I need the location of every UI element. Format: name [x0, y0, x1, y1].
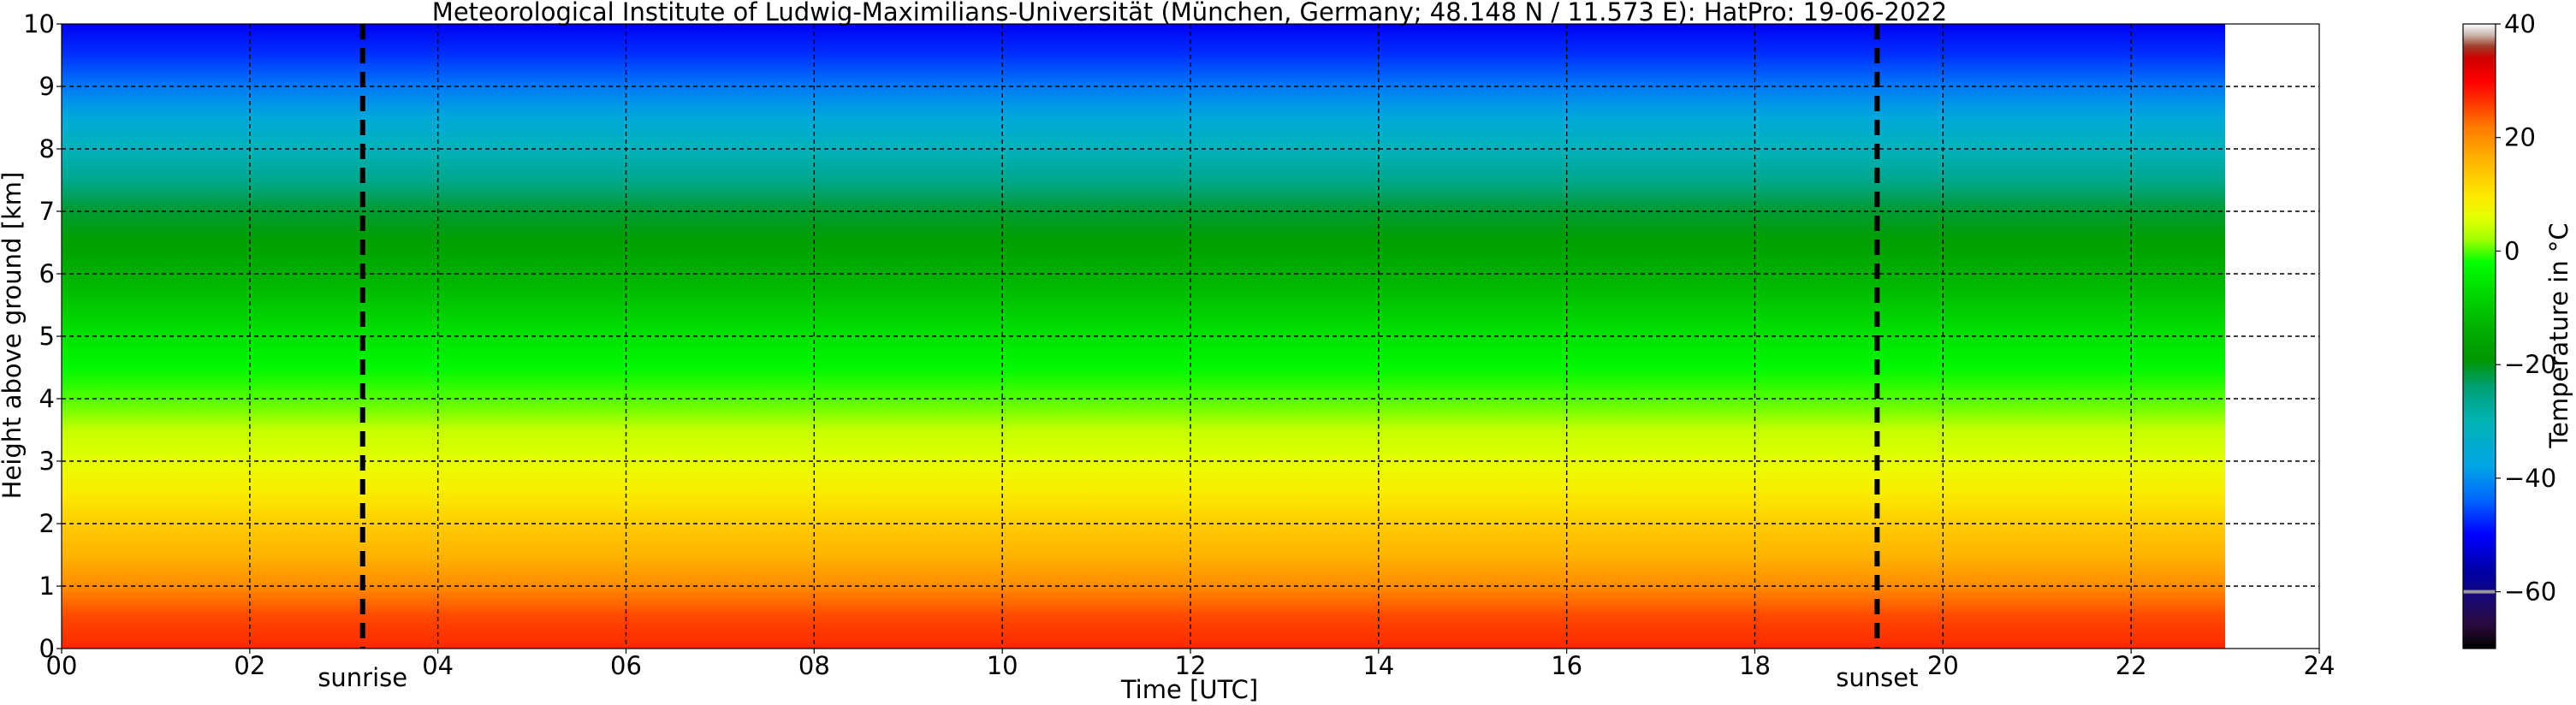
- x-tick-label: 18: [1739, 651, 1771, 680]
- colorbar-label: Temperature in °C: [2544, 222, 2573, 448]
- colorbar-gradient-bar: [2463, 24, 2496, 649]
- colorbar-tick-label: −60: [2504, 578, 2556, 607]
- x-tick-label: 02: [234, 651, 265, 680]
- y-tick-label: 4: [39, 384, 55, 413]
- y-tick-label: 6: [39, 259, 55, 288]
- x-tick-label: 10: [987, 651, 1018, 680]
- x-tick-label: 20: [1927, 651, 1959, 680]
- x-tick-label: 04: [422, 651, 454, 680]
- y-tick-label: 10: [23, 9, 55, 39]
- x-tick-label: 06: [610, 651, 642, 680]
- colorbar-tick-label: −20: [2504, 350, 2556, 379]
- y-tick-label: 9: [39, 72, 55, 101]
- x-tick-label: 22: [2116, 651, 2147, 680]
- y-tick-label: 7: [39, 197, 55, 226]
- x-axis-label: Time [UTC]: [1120, 675, 1258, 704]
- y-tick-label: 2: [39, 509, 55, 538]
- x-tick-label: 00: [46, 651, 78, 680]
- y-tick-label: 8: [39, 134, 55, 163]
- colorbar-tick-label: 0: [2504, 236, 2520, 265]
- x-tick-label: 08: [798, 651, 830, 680]
- colorbar-tick-label: −40: [2504, 464, 2556, 493]
- colorbar-tick-label: 40: [2504, 9, 2536, 39]
- y-tick-label: 5: [39, 322, 55, 351]
- chart-title: Meteorological Institute of Ludwig-Maxim…: [432, 0, 1947, 27]
- x-tick-label: 12: [1175, 651, 1207, 680]
- x-tick-label: 14: [1362, 651, 1394, 680]
- sunset-label: sunset: [1836, 663, 1918, 692]
- x-tick-label: 16: [1551, 651, 1582, 680]
- sunrise-label: sunrise: [318, 663, 407, 692]
- colorbar-tick-label: 20: [2504, 123, 2536, 152]
- y-axis-label: Height above ground [km]: [0, 172, 27, 500]
- y-tick-label: 0: [39, 634, 55, 663]
- y-tick-label: 3: [39, 447, 55, 476]
- x-tick-label: 24: [2304, 651, 2336, 680]
- colorbar-frame: [2462, 23, 2496, 649]
- y-tick-label: 1: [39, 572, 55, 601]
- colorbar: −60 −40 −20 0 20 40: [2462, 9, 2556, 649]
